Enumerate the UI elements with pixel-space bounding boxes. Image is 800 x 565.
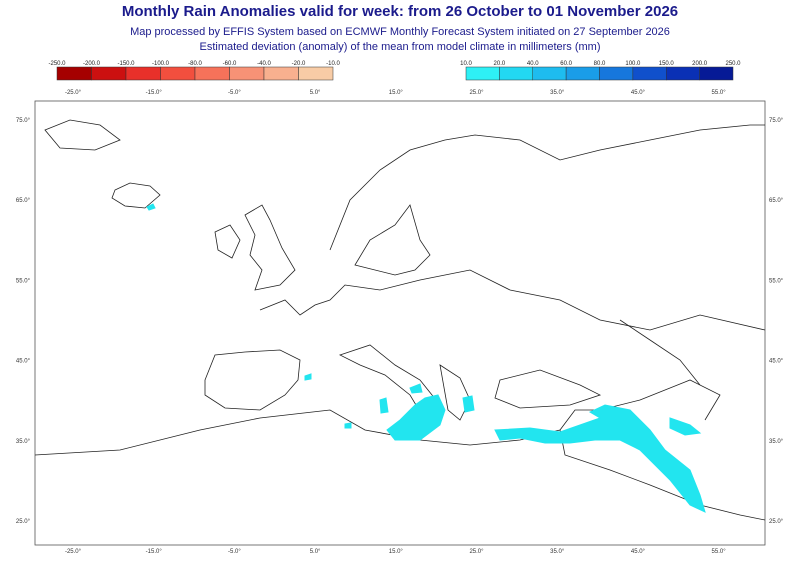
legend-label: -40.0 <box>257 61 271 67</box>
subtitle: Map processed by EFFIS System based on E… <box>130 26 670 38</box>
latitude-label: 45.0° <box>769 359 784 365</box>
latitude-label: 45.0° <box>16 359 31 365</box>
longitude-label: -25.0° <box>65 549 82 555</box>
legend-label: -10.0 <box>326 61 340 67</box>
latitude-label: 75.0° <box>769 118 784 124</box>
legend-label: -250.0 <box>48 61 66 67</box>
legend-swatch <box>532 66 567 81</box>
longitude-label: 15.0° <box>389 90 404 96</box>
legend-label: -20.0 <box>292 61 306 67</box>
latitude-label: 35.0° <box>769 439 784 445</box>
legend-swatch <box>194 66 230 81</box>
legend-label: -150.0 <box>117 61 135 67</box>
legend-swatch <box>499 66 533 81</box>
legend: -250.0 -200.0 -150.0 -100.0 -80.0 -60.0 -40.0 -… <box>48 61 741 81</box>
map-title: Monthly Rain Anomalies valid for week: f… <box>122 3 678 20</box>
latitude-label: 75.0° <box>16 118 31 124</box>
legend-label: -60.0 <box>223 61 237 67</box>
legend-label: 20.0 <box>494 61 506 67</box>
coastlines <box>34 119 766 521</box>
legend-swatch <box>565 66 600 81</box>
legend-swatch <box>666 66 700 81</box>
legend-swatch <box>632 66 667 81</box>
legend-swatch <box>91 66 127 81</box>
longitude-label: 5.0° <box>310 90 321 96</box>
legend-swatch <box>465 66 500 81</box>
map-frame <box>34 100 766 546</box>
legend-label: 40.0 <box>527 61 539 67</box>
latitude-label: 25.0° <box>769 519 784 525</box>
latitude-label: 55.0° <box>769 278 784 284</box>
longitude-label: 45.0° <box>631 549 646 555</box>
legend-label: 60.0 <box>560 61 572 67</box>
longitude-label: 35.0° <box>550 90 565 96</box>
longitude-label: 25.0° <box>469 549 484 555</box>
latitude-label: 25.0° <box>16 519 31 525</box>
longitude-label: 55.0° <box>712 90 727 96</box>
longitude-label: -5.0° <box>228 90 241 96</box>
longitude-label: 25.0° <box>469 90 484 96</box>
legend-label: 100.0 <box>625 61 641 67</box>
legend-swatch <box>298 66 334 81</box>
longitude-label: -15.0° <box>146 90 163 96</box>
legend-swatch <box>125 66 161 81</box>
latitude-label: 65.0° <box>769 198 784 204</box>
legend-label: 250.0 <box>725 61 741 67</box>
longitude-label: 55.0° <box>712 549 727 555</box>
legend-label: 80.0 <box>594 61 606 67</box>
longitude-label: 5.0° <box>310 549 321 555</box>
legend-label: -200.0 <box>83 61 101 67</box>
legend-swatch <box>699 66 734 81</box>
latitude-label: 65.0° <box>16 198 31 204</box>
legend-label: 10.0 <box>460 61 472 67</box>
longitude-label: -15.0° <box>146 549 163 555</box>
legend-label: 150.0 <box>659 61 675 67</box>
longitude-label: 35.0° <box>550 549 565 555</box>
longitude-label: -5.0° <box>228 549 241 555</box>
legend-swatch <box>229 66 265 81</box>
latitude-label: 55.0° <box>16 278 31 284</box>
legend-swatch <box>599 66 634 81</box>
legend-label: -80.0 <box>188 61 202 67</box>
legend-label: 200.0 <box>692 61 708 67</box>
longitude-label: -25.0° <box>65 90 82 96</box>
longitude-label: 45.0° <box>631 90 646 96</box>
longitude-label: 15.0° <box>389 549 404 555</box>
subtitle: Estimated deviation (anomaly) of the mea… <box>199 41 600 53</box>
latitude-label: 35.0° <box>16 439 31 445</box>
graticule-labels: -25.0° -25.0° -15.0° -15.0° -5.0° -5.0° 5.0° 5.… <box>16 90 784 555</box>
legend-label: -100.0 <box>152 61 170 67</box>
rain-anomalies <box>146 203 706 513</box>
legend-swatch <box>160 66 196 81</box>
legend-swatch <box>56 66 92 81</box>
legend-swatch <box>263 66 299 81</box>
